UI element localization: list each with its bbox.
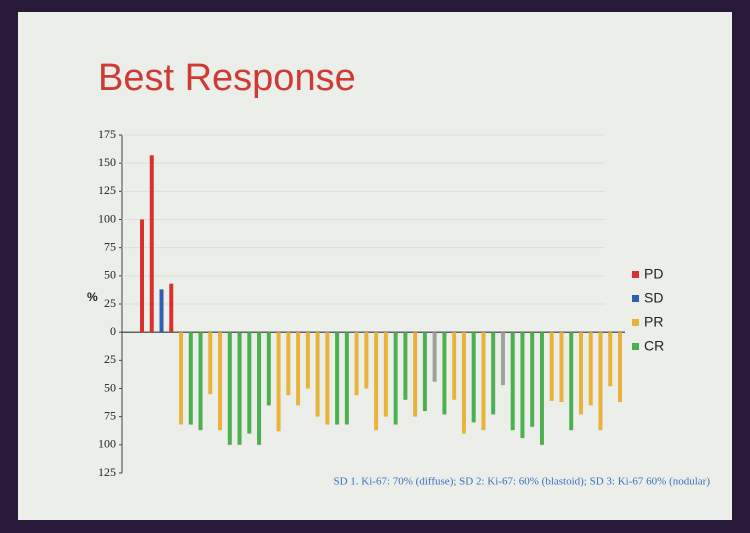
bar [393,332,398,425]
bar [608,332,613,387]
bar [364,332,369,389]
y-tick-label: 125 [98,465,116,479]
bar [169,283,174,333]
bar [179,332,184,425]
bar [344,332,349,425]
y-tick-label: 25 [104,296,116,310]
legend-label: PD [644,266,663,282]
bar [296,332,301,406]
bar [140,219,144,333]
bar [452,332,457,400]
bar [530,332,535,427]
bar [315,332,320,417]
bar [383,332,388,417]
bar [569,332,574,431]
bar [198,332,203,431]
legend-swatch [632,295,639,302]
y-tick-label: 150 [98,155,116,169]
bar [461,332,466,434]
bar [588,332,593,406]
y-tick-label: 75 [104,408,116,422]
bar [471,332,476,423]
bar [403,332,408,400]
bar [491,332,496,415]
legend-label: CR [644,338,664,354]
bar [276,332,281,432]
bar [257,332,262,445]
bar [549,332,554,401]
bar [227,332,232,445]
legend-label: SD [644,290,663,306]
bar [374,332,379,431]
bar [305,332,310,389]
footnote: SD 1. Ki-67: 70% (diffuse); SD 2: Ki-67:… [333,476,710,488]
y-tick-label: 100 [98,211,116,225]
bar [413,332,418,417]
bar [510,332,515,431]
legend-swatch [632,271,639,278]
bar [598,332,603,431]
bar [159,289,164,333]
bar [286,332,291,396]
bar [618,332,622,403]
bar [335,332,340,425]
y-tick-label: 50 [104,268,116,282]
y-tick-label: 75 [104,239,116,253]
y-axis-label: % [87,290,98,304]
bar [218,332,223,431]
bar [539,332,544,445]
bar [266,332,271,406]
slide [18,12,732,520]
y-tick-label: 125 [98,183,116,197]
legend-swatch [632,319,639,326]
bar [149,155,154,333]
bar [325,332,330,425]
y-tick-label: 50 [104,380,116,394]
bar [188,332,193,425]
y-tick-label: 100 [98,437,116,451]
chart-title: Best Response [98,57,356,99]
bar [354,332,359,396]
legend-label: PR [644,314,663,330]
bar [500,332,505,386]
bar [578,332,583,415]
bar [422,332,427,412]
bar [442,332,447,415]
bar [559,332,564,403]
bar [520,332,525,439]
bar [247,332,252,434]
y-tick-label: 25 [104,352,116,366]
legend-swatch [632,343,639,350]
bar [208,332,213,395]
y-tick-label: 0 [110,324,116,338]
bar [237,332,242,445]
bar [432,332,437,382]
bar [481,332,486,431]
y-tick-label: 175 [98,127,116,141]
